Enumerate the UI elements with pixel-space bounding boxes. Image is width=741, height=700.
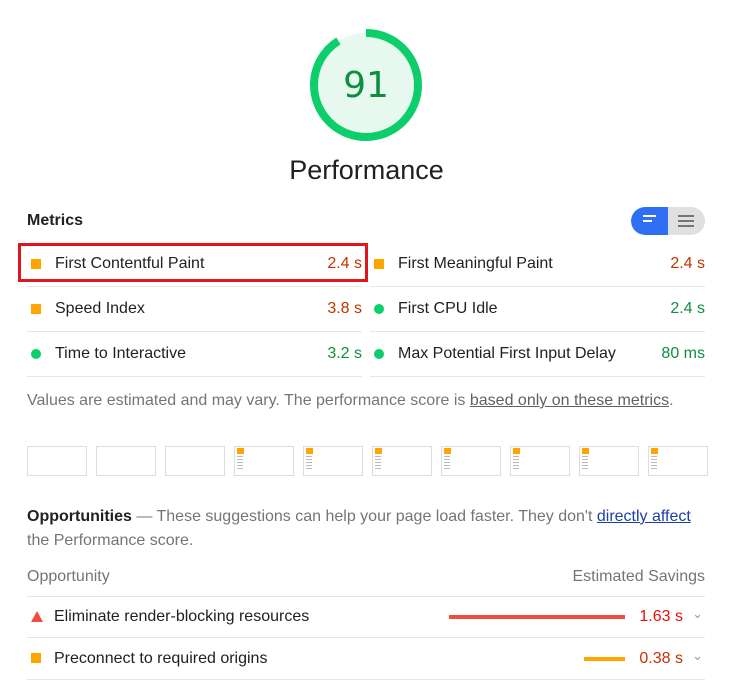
note-text: Values are estimated and may vary. The p… xyxy=(27,392,470,409)
average-square-icon xyxy=(31,653,41,663)
page-thumbnail xyxy=(651,448,663,475)
pass-circle-icon xyxy=(374,304,384,314)
filmstrip-frame xyxy=(510,446,570,476)
filmstrip-frame xyxy=(27,446,87,476)
metric-label: Speed Index xyxy=(55,300,145,317)
page-thumbnail xyxy=(513,448,525,475)
savings-bar xyxy=(449,615,625,619)
compact-view-button[interactable] xyxy=(631,207,668,235)
average-square-icon xyxy=(374,259,384,269)
metric-value: 2.4 s xyxy=(670,255,705,272)
expanded-view-icon xyxy=(678,215,694,230)
metric-item: First Contentful Paint 2.4 s xyxy=(27,242,362,287)
average-square-icon xyxy=(31,304,41,314)
filmstrip-frame xyxy=(579,446,639,476)
col-opportunity: Opportunity xyxy=(27,568,110,585)
average-square-icon xyxy=(31,259,41,269)
chevron-down-icon[interactable]: ⌄ xyxy=(692,606,703,621)
metric-value: 80 ms xyxy=(661,345,705,362)
expanded-view-button[interactable] xyxy=(668,207,705,235)
compact-view-icon xyxy=(643,215,656,225)
chevron-down-icon[interactable]: ⌄ xyxy=(692,648,703,663)
page-thumbnail xyxy=(306,448,318,475)
filmstrip-frame xyxy=(648,446,708,476)
savings-value: 1.63 s xyxy=(639,608,683,625)
metric-item: First CPU Idle 2.4 s xyxy=(370,287,705,332)
filmstrip-frame xyxy=(96,446,156,476)
metrics-heading: Metrics xyxy=(27,212,84,229)
highlight-box xyxy=(18,243,368,282)
metric-label: First Contentful Paint xyxy=(55,255,205,272)
opportunities-heading: Opportunities xyxy=(27,508,132,525)
directly-affect-link[interactable]: directly affect xyxy=(596,508,691,525)
metric-label: Max Potential First Input Delay xyxy=(398,345,616,362)
desc-text: — These suggestions can help your page l… xyxy=(131,508,597,525)
savings-value: 0.38 s xyxy=(639,650,683,667)
page-thumbnail xyxy=(444,448,456,475)
metric-item: Max Potential First Input Delay 80 ms xyxy=(370,332,705,377)
opportunity-label: Preconnect to required origins xyxy=(54,650,268,667)
score-gauge xyxy=(310,29,422,141)
filmstrip-frame xyxy=(303,446,363,476)
page-thumbnail xyxy=(237,448,249,475)
pass-circle-icon xyxy=(374,349,384,359)
desc-end: the Performance score. xyxy=(27,532,194,549)
metric-label: First CPU Idle xyxy=(398,300,498,317)
opportunity-row[interactable]: Eliminate render-blocking resources 1.63 … xyxy=(27,596,705,638)
metrics-view-toggle[interactable] xyxy=(631,207,705,235)
savings-bar xyxy=(583,657,625,661)
metric-item: Speed Index 3.8 s xyxy=(27,287,362,332)
pass-circle-icon xyxy=(31,349,41,359)
filmstrip-frame xyxy=(165,446,225,476)
filmstrip-frame xyxy=(234,446,294,476)
opportunities-table-header: Opportunity Estimated Savings xyxy=(27,567,705,597)
filmstrip-frame xyxy=(441,446,501,476)
metric-item: First Meaningful Paint 2.4 s xyxy=(370,242,705,287)
metric-label: First Meaningful Paint xyxy=(398,255,553,272)
opportunity-row[interactable]: Preconnect to required origins 0.38 s ⌄ xyxy=(27,638,705,680)
note-end: . xyxy=(669,392,674,409)
col-savings: Estimated Savings xyxy=(572,568,705,585)
filmstrip-frame xyxy=(372,446,432,476)
metric-value: 3.2 s xyxy=(327,345,362,362)
metric-item: Time to Interactive 3.2 s xyxy=(27,332,362,377)
opportunity-label: Eliminate render-blocking resources xyxy=(54,608,310,625)
score-value: 91 xyxy=(343,64,389,106)
fail-triangle-icon xyxy=(31,611,43,622)
metric-value: 3.8 s xyxy=(327,300,362,317)
metric-value: 2.4 s xyxy=(327,255,362,272)
opportunities-description: Opportunities — These suggestions can he… xyxy=(27,505,707,553)
metric-value: 2.4 s xyxy=(670,300,705,317)
category-title: Performance xyxy=(289,155,444,185)
page-thumbnail xyxy=(582,448,594,475)
metric-label: Time to Interactive xyxy=(55,345,187,362)
metrics-note: Values are estimated and may vary. The p… xyxy=(27,392,674,410)
metrics-link[interactable]: based only on these metrics xyxy=(469,392,670,409)
page-thumbnail xyxy=(375,448,387,475)
